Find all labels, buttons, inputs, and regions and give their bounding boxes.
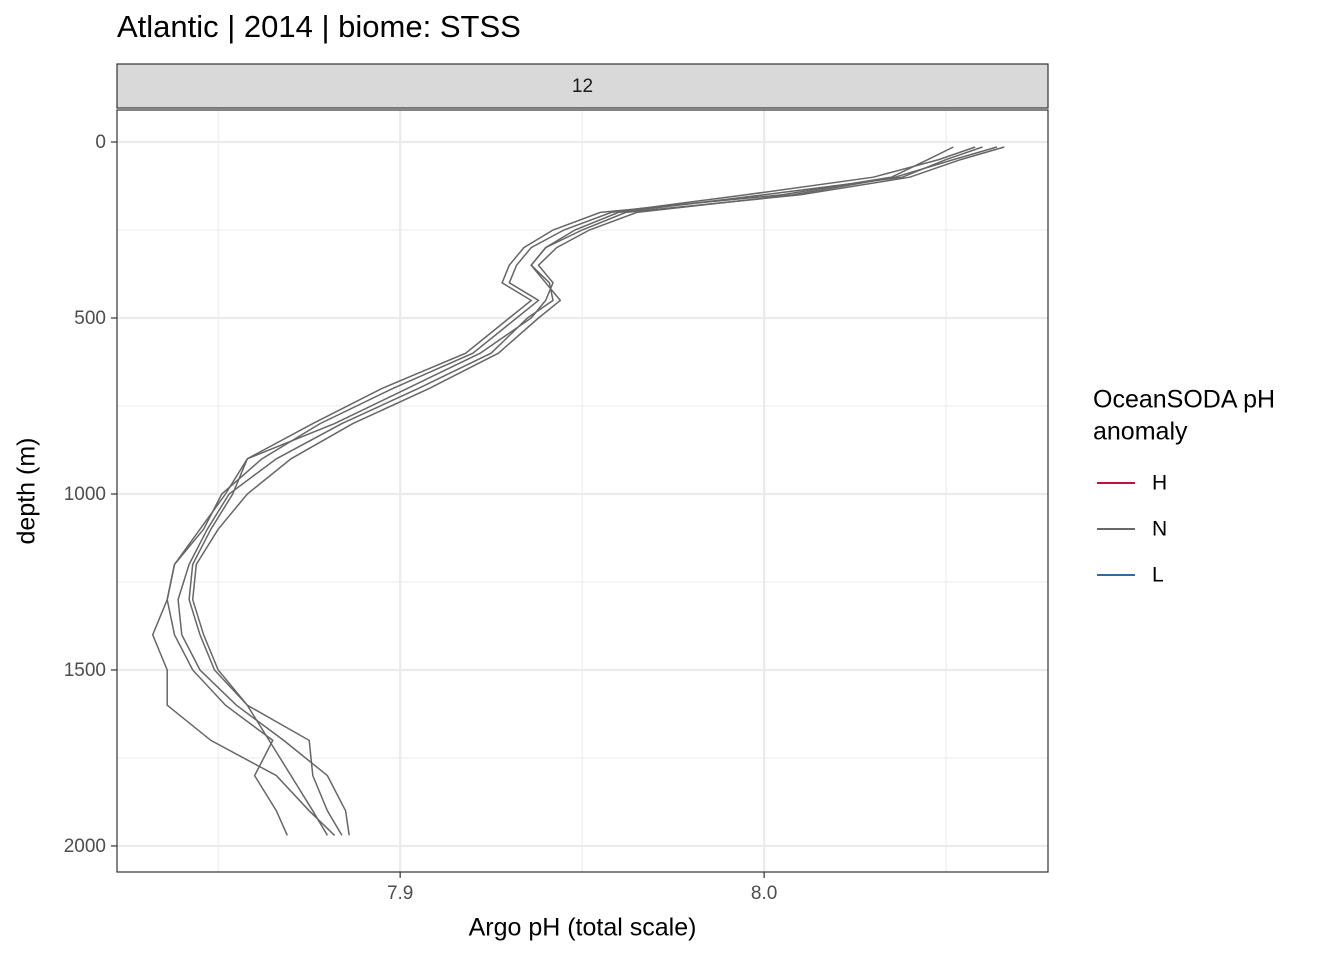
plot-area xyxy=(117,110,1048,872)
y-tick-label: 2000 xyxy=(64,836,106,857)
y-tick-label: 1000 xyxy=(64,484,106,505)
y-axis-title: depth (m) xyxy=(13,438,41,545)
profile-line xyxy=(188,146,998,836)
legend-label: H xyxy=(1152,472,1167,495)
profile-line xyxy=(166,146,976,836)
facet-strip xyxy=(116,63,1049,109)
y-tick-label: 1500 xyxy=(64,660,106,681)
x-tick-label: 7.9 xyxy=(387,883,413,904)
y-tick-label: 500 xyxy=(74,308,106,329)
profile-line xyxy=(191,146,983,836)
legend-label: L xyxy=(1152,564,1164,587)
x-tick-label: 8.0 xyxy=(751,883,777,904)
legend-label: N xyxy=(1152,518,1167,541)
legend: OceanSODA pH anomaly HNL xyxy=(1093,386,1275,587)
profile-line xyxy=(177,146,1005,836)
legend-title: anomaly xyxy=(1093,418,1188,446)
legend-title: OceanSODA pH xyxy=(1093,386,1275,414)
profile-line xyxy=(151,146,954,836)
panel-border xyxy=(116,109,1049,873)
chart-title: Atlantic | 2014 | biome: STSS xyxy=(117,9,521,44)
y-tick-label: 0 xyxy=(95,132,106,153)
x-axis-title: Argo pH (total scale) xyxy=(469,914,697,942)
facet-label: 12 xyxy=(572,76,593,97)
